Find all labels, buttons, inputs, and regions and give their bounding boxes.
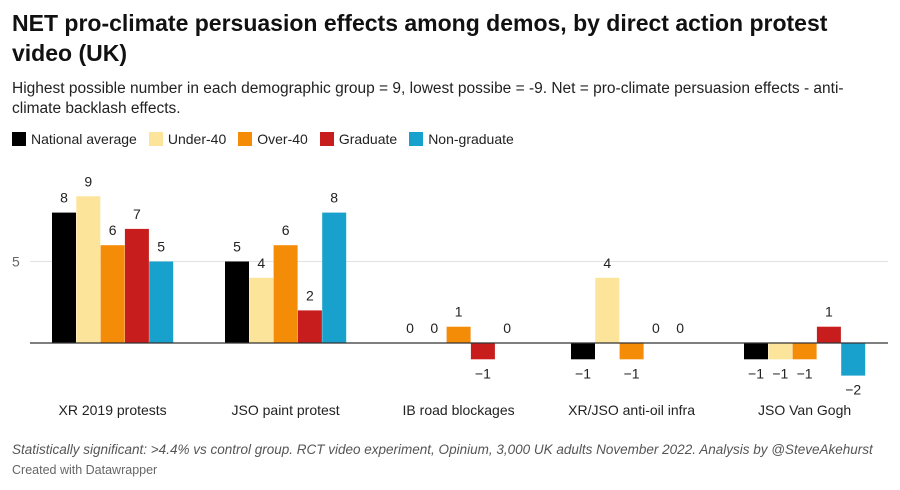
category-label: IB road blockages (403, 402, 515, 418)
legend-label-over-40: Over-40 (257, 131, 308, 147)
value-label: −2 (845, 382, 861, 398)
value-label: −1 (475, 365, 491, 381)
value-label: −1 (624, 365, 640, 381)
value-label: −1 (797, 365, 813, 381)
legend-item-over-40: Over-40 (238, 131, 308, 147)
bar-graduate (297, 310, 322, 343)
bar-non-graduate (322, 212, 347, 343)
value-label: 0 (406, 320, 414, 336)
bar-over-40 (446, 326, 471, 343)
legend-swatch-non-graduate (409, 132, 424, 146)
value-label: 6 (282, 222, 290, 238)
bar-graduate (816, 326, 841, 343)
legend-label-graduate: Graduate (338, 131, 398, 147)
category-label: JSO Van Gogh (758, 402, 851, 418)
legend-label-under-40: Under-40 (167, 131, 227, 147)
bar-national-average (744, 343, 768, 360)
legend-swatch-national-average (12, 132, 26, 146)
value-label: 0 (652, 320, 660, 336)
bar-under-40 (595, 277, 620, 343)
bar-non-graduate (149, 261, 174, 343)
bar-national-average (571, 343, 595, 360)
bar-over-40 (792, 343, 817, 360)
category-label: XR/JSO anti-oil infra (568, 402, 695, 418)
legend-swatch-over-40 (238, 132, 253, 146)
value-label: 5 (157, 239, 165, 255)
value-label: −1 (575, 365, 591, 381)
legend-swatch-graduate (319, 132, 334, 146)
bar-non-graduate (841, 343, 866, 376)
chart-subtitle: Highest possible number in each demograp… (12, 80, 844, 117)
legend-label-non-graduate: Non-graduate (428, 131, 514, 147)
bar-under-40 (768, 343, 793, 360)
chart-title: NET pro-climate persuasion effects among… (12, 10, 828, 66)
legend-label-national-average: National average (31, 131, 137, 147)
category-label: JSO paint protest (232, 402, 340, 418)
legend-item-under-40: Under-40 (148, 131, 227, 147)
bar-over-40 (273, 245, 298, 343)
value-label: −1 (772, 365, 788, 381)
bar-national-average (52, 212, 76, 343)
bar-under-40 (249, 277, 274, 343)
legend-item-non-graduate: Non-graduate (409, 131, 514, 147)
source-note: Statistically significant: >4.4% vs cont… (12, 442, 873, 457)
value-label: 5 (233, 239, 241, 255)
bar-over-40 (100, 245, 125, 343)
value-label: 1 (455, 304, 463, 320)
credit-note: Created with Datawrapper (12, 463, 158, 477)
value-label: 7 (133, 206, 141, 222)
bar-over-40 (619, 343, 644, 360)
value-label: 8 (60, 190, 68, 206)
value-label: 0 (676, 320, 684, 336)
bar-under-40 (76, 196, 101, 343)
legend-swatch-under-40 (148, 132, 163, 146)
value-label: 0 (503, 320, 511, 336)
value-label: 4 (603, 255, 611, 271)
bar-graduate (470, 343, 495, 360)
value-label: 2 (306, 287, 314, 303)
value-label: 1 (825, 304, 833, 320)
legend-item-graduate: Graduate (319, 131, 398, 147)
value-label: 0 (430, 320, 438, 336)
value-label: 6 (109, 222, 117, 238)
y-tick-label: 5 (12, 254, 20, 270)
legend: National average Under-40 Over-40 Gradua… (12, 131, 526, 147)
value-label: −1 (748, 365, 764, 381)
bar-national-average (225, 261, 249, 343)
value-label: 4 (257, 255, 265, 271)
value-label: 8 (330, 190, 338, 206)
value-label: 9 (84, 173, 92, 189)
category-label: XR 2019 protests (59, 402, 167, 418)
bar-graduate (124, 228, 149, 343)
legend-item-national-average: National average (12, 131, 137, 147)
